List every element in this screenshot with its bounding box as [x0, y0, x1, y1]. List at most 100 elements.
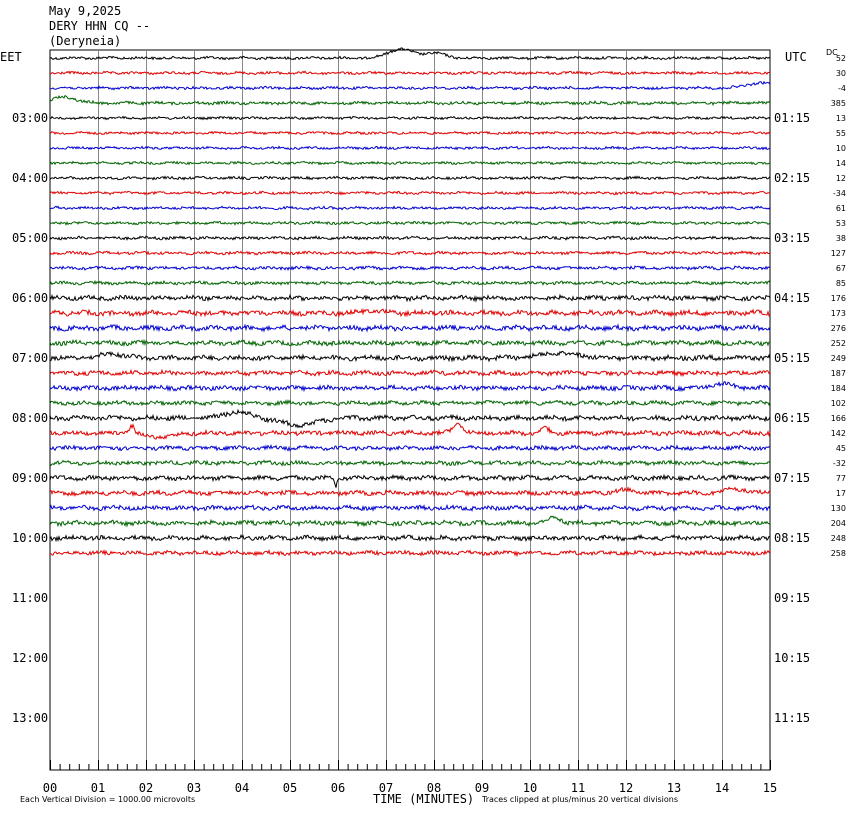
dc-value-15: 85 [836, 279, 846, 288]
x-tick-label-09: 09 [475, 781, 489, 795]
trace-line-26 [49, 443, 771, 452]
trace-line-30 [49, 503, 771, 513]
x-tick-label-12: 12 [619, 781, 633, 795]
dc-value-7: 14 [836, 159, 846, 168]
trace-line-12 [49, 235, 771, 241]
trace-line-4 [49, 115, 771, 121]
dc-value-27: -32 [833, 459, 846, 468]
right-time-label-05:15: 05:15 [774, 351, 810, 365]
x-axis-title: TIME (MINUTES) [373, 792, 474, 806]
left-time-label-03:00: 03:00 [12, 111, 48, 125]
trace-line-0 [49, 47, 771, 61]
trace-line-7 [49, 160, 771, 166]
x-tick-label-06: 06 [331, 781, 345, 795]
left-time-label-13:00: 13:00 [12, 711, 48, 725]
header: May 9,2025 DERY HHN CQ -- (Deryneia) [49, 4, 150, 49]
right-time-label-10:15: 10:15 [774, 651, 810, 665]
right-time-label-11:15: 11:15 [774, 711, 810, 725]
x-tick-label-00: 00 [43, 781, 57, 795]
x-tick-label-05: 05 [283, 781, 297, 795]
trace-line-33 [50, 549, 771, 558]
dc-value-2: -4 [838, 84, 846, 93]
right-time-label-02:15: 02:15 [774, 171, 810, 185]
x-tick-label-01: 01 [91, 781, 105, 795]
dc-value-14: 67 [836, 264, 846, 273]
dc-value-23: 102 [831, 399, 846, 408]
x-tick-label-04: 04 [235, 781, 249, 795]
left-time-label-09:00: 09:00 [12, 471, 48, 485]
left-time-label-08:00: 08:00 [12, 411, 48, 425]
dc-value-12: 38 [836, 234, 846, 243]
trace-line-8 [49, 175, 771, 181]
dc-value-21: 187 [831, 369, 846, 378]
trace-line-3 [49, 95, 771, 107]
x-tick-label-11: 11 [571, 781, 585, 795]
dc-value-1: 30 [836, 69, 846, 78]
dc-value-19: 252 [831, 339, 846, 348]
trace-line-18 [49, 323, 771, 333]
trace-line-20 [49, 350, 771, 363]
dc-value-17: 173 [831, 309, 846, 318]
left-time-label-04:00: 04:00 [12, 171, 48, 185]
right-time-label-01:15: 01:15 [774, 111, 810, 125]
left-time-label-11:00: 11:00 [12, 591, 48, 605]
location-label: (Deryneia) [49, 34, 122, 48]
dc-value-13: 127 [831, 249, 846, 258]
dc-value-25: 142 [831, 429, 846, 438]
trace-line-11 [49, 220, 771, 226]
dc-value-29: 17 [836, 489, 846, 498]
dc-value-18: 276 [831, 324, 846, 333]
dc-value-10: 61 [836, 204, 846, 213]
trace-line-13 [49, 250, 771, 256]
trace-line-5 [49, 130, 771, 136]
date-label: May 9,2025 [49, 4, 122, 18]
trace-line-14 [49, 265, 771, 271]
right-time-label-04:15: 04:15 [774, 291, 810, 305]
dc-value-0: 52 [836, 54, 846, 63]
x-tick-label-10: 10 [523, 781, 537, 795]
left-axis-label: EET [0, 50, 22, 64]
right-time-label-07:15: 07:15 [774, 471, 810, 485]
x-tick-label-02: 02 [139, 781, 153, 795]
right-time-label-09:15: 09:15 [774, 591, 810, 605]
dc-value-24: 166 [831, 414, 846, 423]
trace-line-32 [49, 533, 771, 543]
grid [49, 49, 771, 771]
trace-line-25 [49, 422, 771, 440]
trace-line-22 [49, 380, 771, 393]
right-time-label-08:15: 08:15 [774, 531, 810, 545]
dc-value-8: 12 [836, 174, 846, 183]
trace-line-10 [49, 205, 771, 211]
dc-value-3: 385 [831, 99, 846, 108]
x-tick-label-14: 14 [715, 781, 729, 795]
station-label: DERY HHN CQ -- [49, 19, 151, 33]
axes: 00 01 02 03 04 05 06 07 08 09 10 11 12 13 14 15 03:00 04:… [12, 54, 846, 795]
scale-note: Each Vertical Division = 1000.00 microvo… [20, 795, 195, 804]
dc-value-9: -34 [833, 189, 846, 198]
trace-line-27 [49, 459, 771, 467]
trace-line-29 [49, 486, 771, 498]
trace-line-16 [49, 293, 771, 303]
trace-line-24 [49, 408, 771, 429]
x-tick-label-15: 15 [763, 781, 777, 795]
trace-line-17 [49, 307, 771, 318]
plot-frame [49, 49, 771, 771]
dc-value-22: 184 [831, 384, 846, 393]
dc-value-20: 249 [831, 354, 846, 363]
left-time-label-07:00: 07:00 [12, 351, 48, 365]
dc-value-31: 204 [831, 519, 846, 528]
trace-line-2 [49, 80, 771, 91]
x-tick-label-13: 13 [667, 781, 681, 795]
dc-value-11: 53 [836, 219, 846, 228]
clip-note: Traces clipped at plus/minus 20 vertical… [481, 795, 678, 804]
dc-value-16: 176 [831, 294, 846, 303]
trace-line-31 [49, 515, 771, 528]
trace-line-28 [49, 473, 771, 488]
left-time-label-10:00: 10:00 [12, 531, 48, 545]
dc-value-4: 13 [836, 114, 846, 123]
trace-line-23 [49, 399, 771, 407]
left-time-label-12:00: 12:00 [12, 651, 48, 665]
right-time-label-06:15: 06:15 [774, 411, 810, 425]
x-tick-label-03: 03 [187, 781, 201, 795]
